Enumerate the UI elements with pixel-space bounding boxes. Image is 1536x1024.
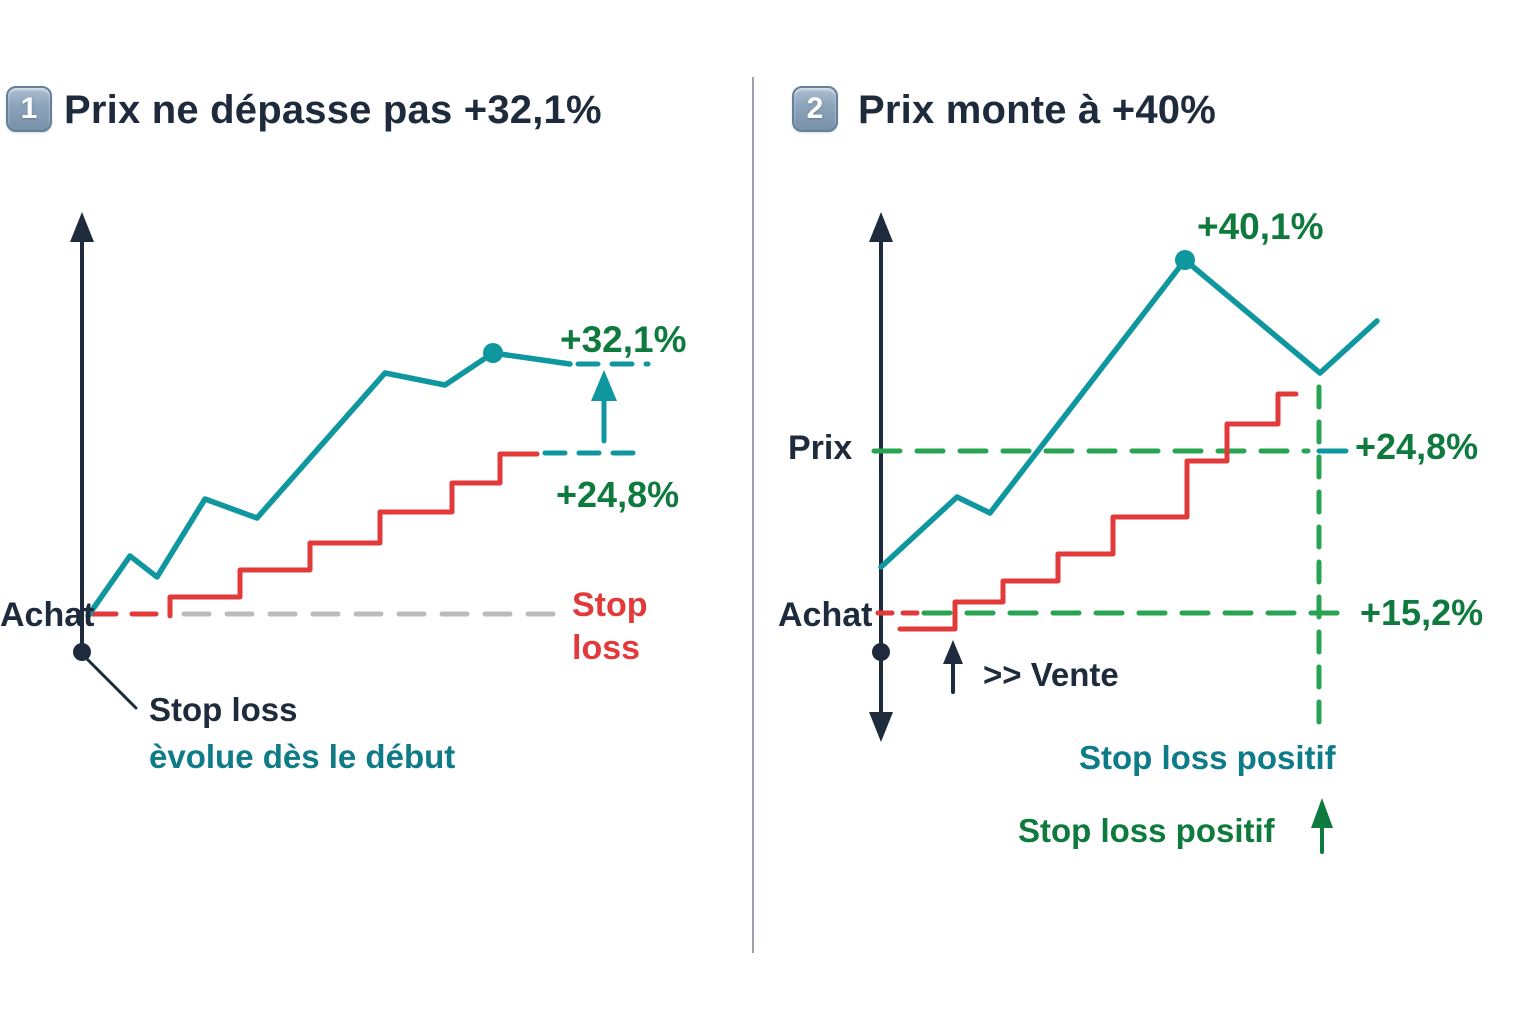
panel1-price-line — [85, 350, 573, 619]
panel2-price-line — [878, 257, 1380, 570]
panel1-trailing-stop-percent-label: +24,8% — [556, 474, 680, 515]
panel2-axis-arrow-up-icon — [869, 212, 893, 242]
panel1-axis-arrow-up-icon — [70, 212, 94, 242]
pan2-gain-percent-label: +15,2% — [1360, 592, 1484, 633]
panel1-number-badge: 1 — [6, 86, 52, 132]
panel1-stop-loss-red-label-line2: loss — [572, 629, 641, 667]
panel2-stop-positif-teal-label: Stop loss positif — [1079, 739, 1336, 776]
panel2-peak-dot — [1175, 250, 1195, 270]
panel2-buy-point-dot — [872, 643, 890, 661]
panel2-stop-positif-green-label: Stop loss positif — [1018, 812, 1275, 849]
panel1-note-line2: èvolue dès le début — [149, 738, 456, 775]
panel1-title: Prix ne dépasse pas +32,1% — [64, 88, 602, 132]
panel2-stop-loss-steps — [897, 391, 1299, 632]
panel2-axis-arrow-down-icon — [869, 712, 893, 742]
panel2-vente-label: >> Vente — [983, 656, 1119, 693]
panel2-positif-arrow-up-icon — [1311, 798, 1333, 828]
panel1-note-line1: Stop loss — [149, 691, 298, 728]
panel1-stop-loss-red-label-line1: Stop — [572, 586, 648, 624]
panel1-note-pointer-line — [84, 656, 138, 710]
panel2-vente-arrow-up-icon — [943, 640, 963, 664]
panel1-peak-dot — [483, 343, 503, 363]
panel2-title: Prix monte à +40% — [858, 88, 1217, 132]
panel1-stop-loss-steps — [167, 451, 540, 619]
panel1-buy-point-dot — [73, 643, 91, 661]
panel2-badge-number: 2 — [806, 92, 824, 125]
panel2-prix-label: Prix — [788, 429, 853, 467]
panel1-gap-arrow-up-icon — [591, 370, 617, 401]
panel2-peak-percent-label: +40,1% — [1197, 206, 1324, 247]
panel1-achat-label: Achat — [0, 596, 95, 634]
panel2-number-badge: 2 — [792, 86, 838, 132]
panel1-peak-percent-label: +32,1% — [560, 319, 687, 360]
panel1-chart — [70, 212, 651, 710]
panel1-badge-number: 1 — [20, 92, 38, 125]
panel2-achat-label: Achat — [778, 596, 873, 634]
panel2-sell-percent-label: +24,8% — [1355, 426, 1479, 467]
panel-divider — [752, 77, 754, 953]
panel2-chart — [869, 212, 1380, 854]
